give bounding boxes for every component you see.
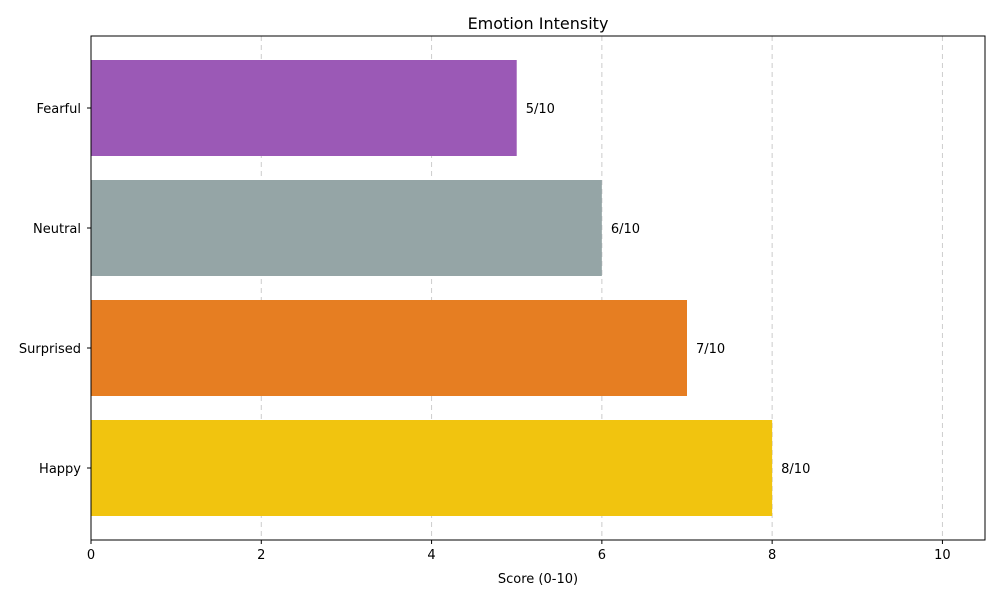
x-tick-label: 0 [87,548,95,563]
x-tick-label: 4 [427,548,435,563]
x-tick-label: 2 [257,548,265,563]
bar-surprised [91,300,687,396]
bars [91,60,773,516]
chart-title: Emotion Intensity [468,14,609,33]
y-tick-label-surprised: Surprised [19,342,81,357]
bar-neutral [91,180,602,276]
bar-fearful [91,60,517,156]
x-tick-label: 10 [934,548,951,563]
plot-frame [90,35,986,541]
value-label-happy: 8/10 [781,462,810,477]
value-label-neutral: 6/10 [611,222,640,237]
y-tick-label-fearful: Fearful [36,102,81,117]
y-tick-label-neutral: Neutral [33,222,81,237]
value-labels: 8/10 7/10 6/10 5/10 [526,102,811,477]
bar-happy [91,420,773,516]
value-label-surprised: 7/10 [696,342,725,357]
y-axis: Happy Surprised Neutral Fearful [19,102,91,477]
x-axis: 0 2 4 6 8 10 [87,540,951,563]
x-tick-label: 8 [768,548,776,563]
y-tick-label-happy: Happy [39,462,81,477]
x-axis-label: Score (0-10) [498,572,578,587]
value-label-fearful: 5/10 [526,102,555,117]
x-tick-label: 6 [598,548,606,563]
